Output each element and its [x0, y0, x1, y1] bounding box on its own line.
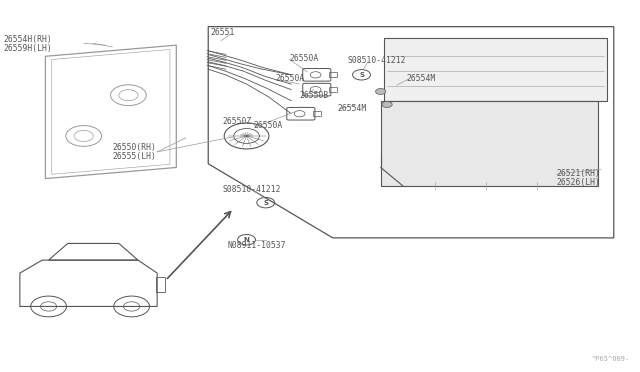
Polygon shape	[381, 101, 598, 186]
Text: 26550Z: 26550Z	[223, 118, 252, 126]
Text: 26550A: 26550A	[289, 54, 319, 62]
Text: 26554M: 26554M	[406, 74, 435, 83]
Text: 26551: 26551	[210, 28, 234, 37]
Circle shape	[376, 89, 386, 94]
Text: 26550A: 26550A	[253, 121, 282, 130]
Text: N08911-10537: N08911-10537	[227, 241, 286, 250]
Text: 26559H(LH): 26559H(LH)	[4, 44, 52, 53]
Text: S08510-41212: S08510-41212	[348, 56, 406, 65]
Circle shape	[382, 102, 392, 108]
Bar	[313, 111, 321, 116]
Text: N: N	[244, 237, 250, 243]
Text: 26555(LH): 26555(LH)	[113, 152, 156, 161]
Text: 26521(RH): 26521(RH)	[556, 169, 600, 177]
Bar	[329, 87, 337, 92]
Text: 26550B: 26550B	[300, 91, 329, 100]
Text: ^P65^009-: ^P65^009-	[591, 356, 630, 362]
Text: 26554M: 26554M	[337, 104, 367, 113]
Bar	[329, 72, 337, 77]
Text: 26550(RH): 26550(RH)	[113, 142, 156, 151]
Text: S08510-41212: S08510-41212	[223, 185, 282, 194]
Text: S: S	[359, 72, 364, 78]
Text: 26550A: 26550A	[275, 74, 305, 83]
Text: 26526(LH): 26526(LH)	[556, 178, 600, 187]
Text: 26554H(RH): 26554H(RH)	[4, 35, 52, 44]
Polygon shape	[384, 38, 607, 101]
Text: S: S	[263, 200, 268, 206]
